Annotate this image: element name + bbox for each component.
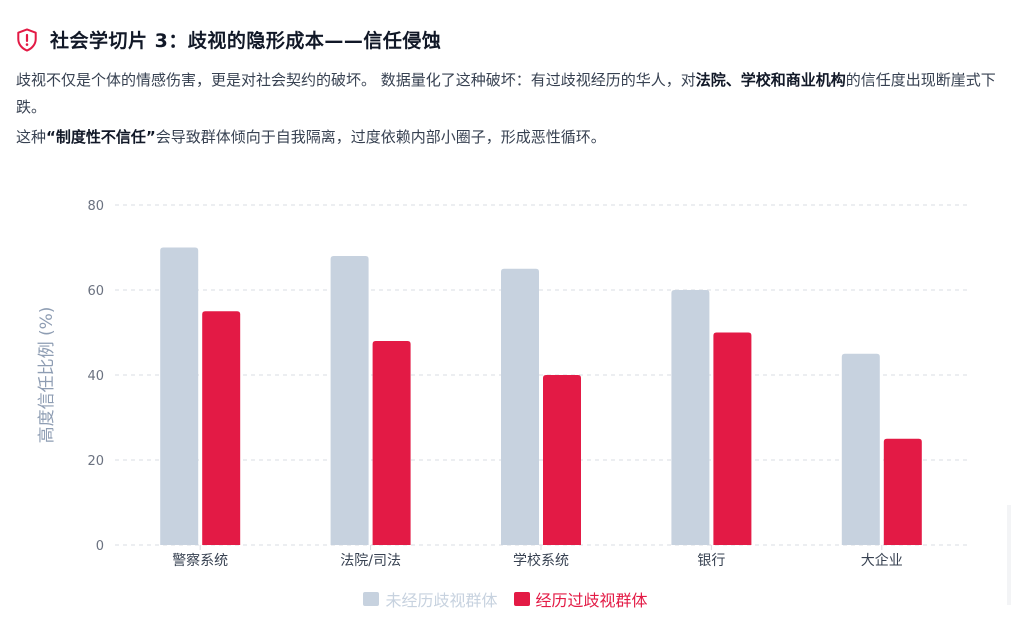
shield-alert-icon — [17, 27, 37, 52]
intro-text-2c: 会导致群体倾向于自我隔离，过度依赖内部小圈子，形成恶性循环。 — [155, 128, 606, 146]
bar-series-1 — [160, 247, 199, 545]
legend-swatch-series-2 — [513, 592, 530, 606]
intro-text-1c: 的信任度出现断崖式下跌。 — [16, 71, 996, 116]
legend-label-series-1: 未经历歧视群体 — [385, 591, 498, 610]
intro-emphasis-1: 法院、学校和商业机构 — [695, 71, 846, 89]
section-header: 社会学切片 3：歧视的隐形成本——信任侵蚀 — [16, 26, 441, 53]
y-tick-label: 80 — [87, 199, 104, 214]
y-tick-label: 40 — [87, 369, 104, 384]
bar-series-1 — [330, 256, 369, 545]
y-tick-label: 0 — [96, 539, 104, 554]
bar-series-2 — [372, 341, 411, 545]
bar-series-2 — [883, 438, 922, 545]
legend-label-series-2: 经历过歧视群体 — [535, 591, 648, 610]
intro-text-2a: 这种 — [16, 128, 47, 146]
x-tick-label: 大企业 — [861, 552, 903, 569]
chart-legend: 未经历歧视群体 经历过歧视群体 — [0, 587, 1011, 611]
legend-swatch-series-1 — [363, 592, 380, 606]
x-tick-label: 学校系统 — [513, 552, 569, 569]
x-tick-label: 法院/司法 — [340, 553, 401, 569]
legend-item-series-1[interactable]: 未经历歧视群体 — [363, 587, 498, 611]
intro-emphasis-2: “制度性不信任” — [46, 128, 156, 146]
bar-series-2 — [202, 311, 241, 545]
legend-item-series-2[interactable]: 经历过歧视群体 — [513, 587, 648, 611]
trust-bar-chart: 0 20 40 60 80 高度信任比例 (%) 警察系统 法院/司法 学校系统 银行 大企业 — [37, 199, 967, 569]
scroll-edge — [1007, 505, 1011, 605]
intro-paragraph-2: 这种“制度性不信任”会导致群体倾向于自我隔离，过度依赖内部小圈子，形成恶性循环。 — [16, 124, 1001, 151]
page-title: 社会学切片 3：歧视的隐形成本——信任侵蚀 — [50, 30, 442, 52]
x-tick-label: 警察系统 — [172, 552, 228, 569]
intro-paragraph-1: 歧视不仅是个体的情感伤害，更是对社会契约的破坏。 数据量化了这种破坏：有过歧视经… — [16, 67, 1001, 121]
bar-series-2 — [543, 375, 581, 545]
x-tick-label: 银行 — [697, 553, 725, 569]
y-tick-label: 60 — [87, 284, 104, 299]
bar-series-1 — [671, 290, 710, 545]
y-axis-label: 高度信任比例 (%) — [37, 307, 57, 444]
bar-series-1 — [501, 268, 539, 545]
y-tick-label: 20 — [87, 454, 104, 469]
bar-series-2 — [713, 332, 752, 545]
intro-text-1a: 歧视不仅是个体的情感伤害，更是对社会契约的破坏。 数据量化了这种破坏：有过歧视经… — [16, 71, 696, 89]
bar-series-1 — [841, 353, 880, 545]
